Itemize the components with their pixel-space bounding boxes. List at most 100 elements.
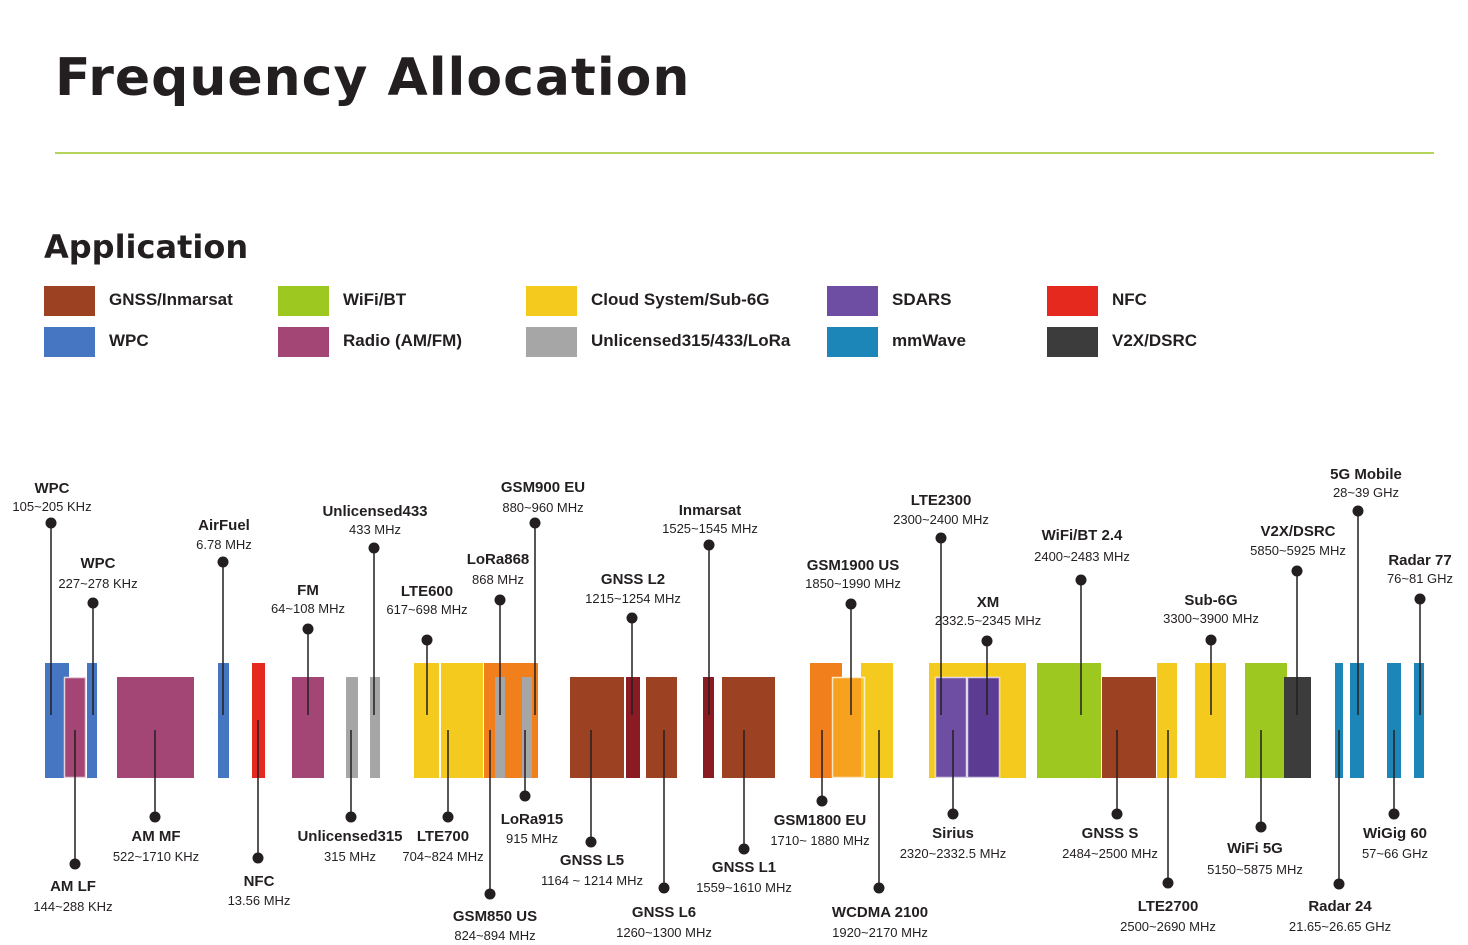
band-range: 105~205 KHz (12, 499, 91, 514)
leader-dot (1352, 505, 1364, 517)
leader-dot (519, 790, 531, 802)
leader-dot (69, 858, 81, 870)
legend-swatch (526, 286, 577, 316)
band-range: 1710~ 1880 MHz (770, 833, 869, 848)
band-name: WiGig 60 (1363, 825, 1427, 842)
legend-swatch (44, 286, 95, 316)
band-range: 5150~5875 MHz (1207, 862, 1303, 877)
leader-dot (1162, 877, 1174, 889)
leader-dot (1205, 634, 1217, 646)
band-block (570, 677, 624, 778)
band-block (370, 677, 380, 778)
band-block (967, 677, 1000, 778)
band-name: Unlicensed433 (322, 503, 427, 520)
band-range: 57~66 GHz (1362, 846, 1428, 861)
leader-dot (738, 843, 750, 855)
leader-dot (845, 598, 857, 610)
band-range: 2400~2483 MHz (1034, 549, 1130, 564)
band-range: 6.78 MHz (196, 537, 252, 552)
leader-dot (1075, 574, 1087, 586)
leader-dot (87, 597, 99, 609)
leader-dot (981, 635, 993, 647)
band-range: 2300~2400 MHz (893, 512, 989, 527)
band-range: 868 MHz (472, 572, 524, 587)
band-block (346, 677, 358, 778)
legend-label: Cloud System/Sub-6G (591, 290, 770, 309)
band-name: WCDMA 2100 (832, 904, 928, 921)
leader-dot (368, 542, 380, 554)
legend-swatch (44, 327, 95, 357)
section-heading: Application (44, 228, 249, 266)
band-range: 315 MHz (324, 849, 376, 864)
leader-dot (935, 532, 947, 544)
band-block (722, 677, 775, 778)
legend-swatch (1047, 286, 1098, 316)
band-range: 1164 ~ 1214 MHz (541, 873, 643, 888)
band-range: 704~824 MHz (402, 849, 483, 864)
band-name: GNSS L2 (601, 571, 665, 588)
legend-label: V2X/DSRC (1112, 331, 1198, 350)
band-range: 21.65~26.65 GHz (1289, 919, 1391, 934)
band-block (935, 677, 967, 778)
band-range: 433 MHz (349, 522, 401, 537)
band-range: 2320~2332.5 MHz (900, 846, 1007, 861)
band-name: LoRa915 (501, 811, 564, 828)
legend-swatch (526, 327, 577, 357)
band-name: AM LF (50, 878, 96, 895)
legend-label: Unlicensed315/433/LoRa (591, 331, 791, 350)
band-name: NFC (244, 873, 275, 890)
band-name: V2X/DSRC (1260, 523, 1335, 540)
legend-swatch (827, 286, 878, 316)
leader-dot (585, 836, 597, 848)
legend-label: SDARS (892, 290, 952, 309)
leader-dot (484, 888, 496, 900)
band-block (626, 677, 640, 778)
band-range: 144~288 KHz (33, 899, 112, 914)
leader-dot (1255, 821, 1267, 833)
legend-label: GNSS/Inmarsat (109, 290, 233, 309)
band-name: GSM850 US (453, 908, 537, 925)
band-name: LTE700 (417, 828, 469, 845)
legend-label: Radio (AM/FM) (343, 331, 462, 350)
leader-dot (816, 795, 828, 807)
band-range: 880~960 MHz (502, 500, 583, 515)
leader-dot (947, 808, 959, 820)
band-range: 522~1710 KHz (113, 849, 199, 864)
legend-label: mmWave (892, 331, 967, 350)
leader-dot (1291, 565, 1303, 577)
band-name: WiFi 5G (1227, 840, 1283, 857)
band-name: WPC (35, 480, 70, 497)
page-title: Frequency Allocation (55, 48, 691, 108)
band-range: 1215~1254 MHz (585, 591, 681, 606)
band-name: XM (977, 594, 1000, 611)
band-name: GSM1900 US (807, 557, 900, 574)
band-block-outline (966, 676, 1001, 779)
band-name: Sub-6G (1184, 592, 1237, 609)
leader-dot (658, 882, 670, 894)
band-name: Inmarsat (679, 502, 742, 519)
leader-dot (626, 612, 638, 624)
leader-dot (442, 811, 454, 823)
leader-dot (217, 556, 229, 568)
band-name: GNSS L1 (712, 859, 776, 876)
legend-swatch (827, 327, 878, 357)
band-range: 915 MHz (506, 831, 558, 846)
band-block (861, 663, 893, 778)
band-range: 1559~1610 MHz (696, 880, 792, 895)
band-name: LTE2700 (1138, 898, 1199, 915)
legend-swatch (1047, 327, 1098, 357)
band-block (1245, 663, 1287, 778)
band-name: AM MF (131, 828, 180, 845)
band-block (832, 677, 865, 778)
band-name: LTE2300 (911, 492, 972, 509)
legend-swatch (278, 286, 329, 316)
band-name: LoRa868 (467, 551, 530, 568)
band-name: LTE600 (401, 583, 453, 600)
leader-dot (1414, 593, 1426, 605)
band-name: 5G Mobile (1330, 466, 1402, 483)
band-block (1414, 663, 1424, 778)
leader-dot (302, 623, 314, 635)
band-block (1102, 677, 1156, 778)
leader-dot (45, 517, 57, 529)
